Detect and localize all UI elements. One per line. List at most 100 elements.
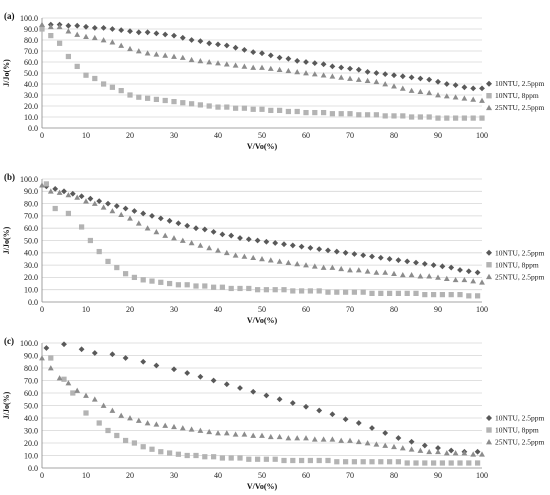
legend-label: 10NTU, 8ppm (495, 260, 539, 269)
data-point-square (228, 285, 234, 292)
data-point-square (285, 108, 292, 115)
data-point-diamond (470, 85, 477, 92)
data-point-diamond (355, 66, 362, 73)
legend-label: 25NTU, 2.5ppm (495, 103, 545, 112)
data-point-triangle (435, 274, 441, 280)
data-point-square (338, 111, 344, 117)
data-point-square (175, 451, 182, 457)
data-point-diamond (122, 205, 129, 212)
data-point-diamond (105, 200, 111, 207)
data-point-triangle (408, 87, 415, 93)
x-tick-label: 90 (434, 131, 442, 140)
data-point-square (298, 288, 305, 294)
data-point-square (215, 104, 221, 110)
x-axis-title: V/Vo(%) (247, 482, 278, 491)
x-tick-label: 70 (346, 131, 354, 140)
data-point-square (373, 112, 380, 118)
data-point-triangle (100, 402, 107, 408)
data-point-triangle (197, 427, 204, 433)
x-tick-label: 40 (214, 471, 222, 480)
data-point-diamond (452, 82, 459, 88)
data-point-diamond (267, 52, 274, 59)
data-point-square (43, 181, 50, 187)
data-point-diamond (219, 231, 226, 238)
data-point-diamond (171, 32, 177, 39)
data-point-triangle (153, 228, 160, 235)
data-point-diamond (386, 256, 393, 262)
data-point-triangle (83, 198, 89, 204)
data-point-square (307, 457, 314, 464)
data-point-diamond (83, 23, 89, 30)
y-tick-label: 50.0 (24, 69, 38, 78)
data-point-square (325, 457, 331, 464)
data-point-square (127, 92, 133, 98)
legend-marker-diamond (486, 415, 492, 421)
x-tick-label: 30 (170, 305, 178, 314)
data-point-diamond (250, 49, 257, 55)
data-point-triangle (338, 74, 345, 80)
data-point-triangle (443, 450, 450, 456)
data-point-square (426, 114, 432, 120)
y-tick-label: 40.0 (24, 80, 38, 89)
data-point-diamond (109, 351, 116, 358)
data-point-diamond (250, 388, 257, 395)
data-point-square (224, 104, 230, 110)
data-point-diamond (417, 75, 424, 82)
data-point-diamond (52, 185, 59, 192)
data-point-triangle (303, 435, 309, 441)
data-point-square (114, 432, 120, 439)
data-point-square (356, 112, 362, 118)
x-tick-label: 10 (82, 305, 90, 314)
y-tick-label: 40.0 (24, 249, 38, 258)
y-tick-label: 60.0 (24, 389, 38, 398)
data-point-diamond (259, 50, 265, 57)
data-point-triangle (470, 96, 477, 102)
y-tick-label: 0.0 (28, 124, 38, 133)
data-point-square (439, 460, 446, 466)
data-point-diamond (325, 247, 331, 254)
data-point-square (395, 459, 402, 465)
legend-marker-diamond (486, 249, 492, 256)
data-point-diamond (69, 190, 76, 197)
data-point-triangle (206, 244, 213, 251)
data-point-triangle (391, 83, 397, 89)
data-point-triangle (320, 72, 327, 78)
data-point-square (206, 103, 212, 109)
data-point-diamond (408, 438, 415, 445)
y-tick-label: 0.0 (28, 464, 38, 473)
data-point-triangle (109, 208, 116, 214)
series-diamond (43, 341, 481, 455)
data-point-diamond (272, 240, 279, 246)
data-point-square (254, 287, 261, 293)
data-point-diamond (421, 260, 428, 267)
data-point-triangle (65, 192, 72, 198)
data-point-triangle (347, 75, 353, 81)
data-point-square (140, 444, 146, 450)
data-point-square (171, 98, 177, 105)
data-point-diamond (206, 40, 213, 47)
data-point-square (65, 210, 72, 217)
data-point-diamond (193, 225, 199, 232)
data-point-triangle (452, 450, 459, 456)
data-point-triangle (426, 448, 433, 455)
data-point-diamond (364, 69, 371, 75)
data-point-triangle (479, 279, 485, 285)
data-point-square (188, 101, 195, 107)
data-point-square (210, 454, 217, 460)
data-point-diamond (391, 72, 397, 79)
legend-marker-triangle (486, 104, 492, 111)
data-point-square (184, 282, 190, 288)
data-point-triangle (223, 61, 230, 67)
data-point-square (263, 456, 270, 462)
data-point-triangle (479, 451, 485, 457)
data-point-triangle (443, 93, 450, 99)
data-point-square (193, 452, 199, 459)
data-point-square (290, 457, 296, 464)
data-point-square (122, 271, 129, 277)
data-point-diamond (74, 22, 81, 29)
data-point-square (210, 284, 217, 290)
data-point-square (404, 460, 410, 466)
data-point-diamond (263, 392, 270, 399)
data-point-diamond (294, 58, 301, 64)
